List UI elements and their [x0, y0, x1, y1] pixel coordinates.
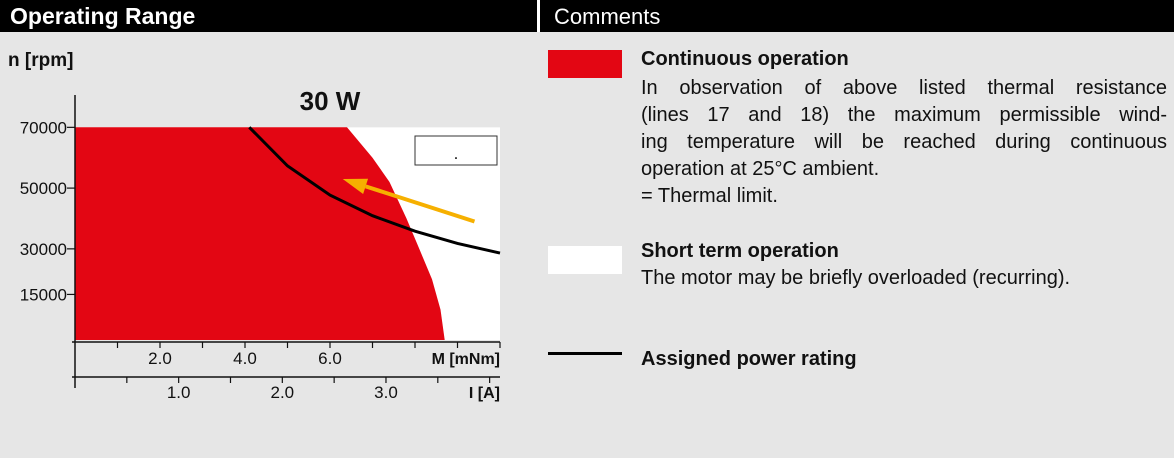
- comments-title: Comments: [554, 4, 661, 29]
- x-tick-label: 2.0: [148, 349, 172, 368]
- operating-range-chart: . 30 W 15000 30000 50000 70000 2.0 4.0 6.0 M [mN…: [20, 86, 501, 402]
- i-tick-label: 3.0: [374, 383, 398, 402]
- continuous-line-3: ing temperature will be reached during c…: [641, 131, 1167, 153]
- continuous-swatch: [548, 50, 622, 78]
- power-rating-title: Assigned power rating: [641, 348, 857, 370]
- x-tick-label: 6.0: [318, 349, 342, 368]
- continuous-title: Continuous operation: [641, 48, 849, 70]
- blank-box: [414, 135, 498, 166]
- i-tick-label: 2.0: [270, 383, 294, 402]
- y-tick-label: 30000: [20, 240, 67, 259]
- y-tick-label: 50000: [20, 179, 67, 198]
- continuous-line-4: operation at 25°C ambient.: [641, 158, 880, 180]
- short-term-title: Short term operation: [641, 240, 839, 262]
- i-axis-label: I [A]: [469, 385, 500, 402]
- x-tick-label: 4.0: [233, 349, 257, 368]
- arrow-shaft: [364, 184, 476, 224]
- y-tick-label: 15000: [20, 285, 67, 304]
- short-term-swatch: [548, 246, 622, 274]
- short-term-description: The motor may be briefly overloaded (rec…: [641, 267, 1071, 289]
- power-rating-line-swatch: [548, 352, 622, 355]
- thermal-limit-note: = Thermal limit.: [641, 185, 778, 207]
- y-axis-label: n [rpm]: [8, 50, 74, 71]
- header-divider: [537, 0, 540, 32]
- arrow-head: [342, 178, 369, 194]
- y-tick-label: 70000: [20, 118, 67, 137]
- x-axis-label: M [mNm]: [432, 351, 500, 368]
- continuous-line-1: In observation of above listed thermal r…: [641, 77, 1167, 99]
- comments-header: Comments: [540, 0, 1174, 32]
- power-curve: [248, 126, 501, 255]
- blank-box-text: .: [454, 144, 459, 163]
- i-tick-label: 1.0: [167, 383, 191, 402]
- continuous-description: In observation of above listed thermal r…: [641, 75, 1167, 210]
- operating-range-header: Operating Range: [0, 0, 540, 32]
- continuous-line-2: (lines 17 and 18) the maximum permissibl…: [641, 104, 1167, 126]
- operating-range-title: Operating Range: [10, 3, 196, 29]
- power-annotation: 30 W: [300, 86, 361, 116]
